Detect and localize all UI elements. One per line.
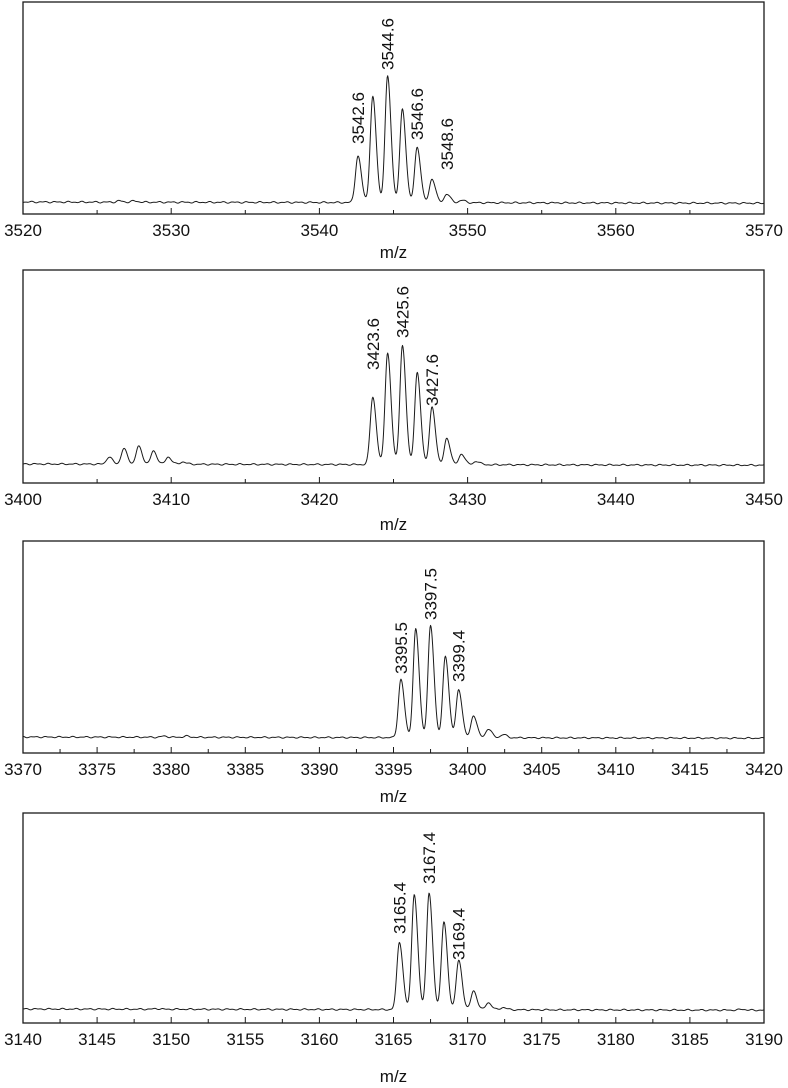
x-tick-label: 3155 [226, 1030, 264, 1049]
peak-label: 3167.4 [420, 832, 439, 884]
x-axis-label: m/z [380, 515, 407, 534]
x-axis-label: m/z [380, 787, 407, 806]
x-tick-label: 3420 [745, 760, 783, 779]
x-tick-label: 3520 [4, 221, 42, 240]
x-axis-label: m/z [380, 243, 407, 262]
spectrum-trace [22, 344, 765, 467]
peak-label: 3423.6 [364, 318, 383, 370]
x-tick-label: 3185 [671, 1030, 709, 1049]
spectrum-panel-4: 3140 3145 3150 3155 3160 3165 3170 3175 3180 3185… [4, 812, 783, 1086]
x-tick-label: 3145 [78, 1030, 116, 1049]
spectrum-trace [22, 892, 765, 1012]
x-tick-label: 3395 [375, 760, 413, 779]
x-axis-label: m/z [380, 1067, 407, 1086]
spectrum-panel-2: 3400 3410 3420 3430 3440 3450 m/z 3423.6 3425.6 3… [4, 269, 783, 534]
x-tick-label: 3440 [597, 490, 635, 509]
x-tick-label: 3385 [226, 760, 264, 779]
x-tick-label: 3150 [152, 1030, 190, 1049]
x-tick-label: 3400 [4, 490, 42, 509]
peak-label: 3165.4 [390, 882, 409, 934]
x-tick-label: 3410 [597, 760, 635, 779]
x-tick-label: 3160 [300, 1030, 338, 1049]
x-tick-label: 3410 [152, 490, 190, 509]
peak-label: 3395.5 [392, 622, 411, 674]
x-tick-label: 3380 [152, 760, 190, 779]
x-tick-label: 3175 [523, 1030, 561, 1049]
peak-label: 3548.6 [438, 118, 457, 170]
spectrum-panel-1: 3520 3530 3540 3550 3560 3570 m/z 3542.6 3544.6 3… [4, 1, 783, 262]
x-tick-label: 3420 [300, 490, 338, 509]
x-tick-label: 3140 [4, 1030, 42, 1049]
x-tick-label: 3550 [449, 221, 487, 240]
x-tick-label: 3370 [4, 760, 42, 779]
x-tick-label: 3560 [597, 221, 635, 240]
peak-label: 3397.5 [422, 568, 441, 620]
x-tick-label: 3540 [300, 221, 338, 240]
x-tick-label: 3430 [449, 490, 487, 509]
peak-label: 3399.4 [450, 630, 469, 682]
x-tick-label: 3570 [745, 221, 783, 240]
peak-label: 3425.6 [393, 286, 412, 338]
spectrum-trace [22, 75, 765, 205]
spectrum-panel-3: 3370 3375 3380 3385 3390 3395 3400 3405 3410 3415… [4, 540, 783, 806]
peak-label: 3542.6 [349, 92, 368, 144]
peak-label: 3546.6 [408, 88, 427, 140]
peak-label: 3544.6 [379, 18, 398, 70]
x-tick-label: 3405 [523, 760, 561, 779]
x-tick-label: 3400 [449, 760, 487, 779]
x-tick-label: 3390 [300, 760, 338, 779]
x-tick-label: 3450 [745, 490, 783, 509]
x-tick-label: 3170 [449, 1030, 487, 1049]
x-tick-label: 3190 [745, 1030, 783, 1049]
x-tick-label: 3415 [671, 760, 709, 779]
x-tick-label: 3530 [152, 221, 190, 240]
peak-label: 3169.4 [450, 908, 469, 960]
peak-label: 3427.6 [423, 354, 442, 406]
x-tick-label: 3375 [78, 760, 116, 779]
x-tick-label: 3180 [597, 1030, 635, 1049]
x-tick-label: 3165 [375, 1030, 413, 1049]
spectrum-trace [22, 624, 765, 740]
